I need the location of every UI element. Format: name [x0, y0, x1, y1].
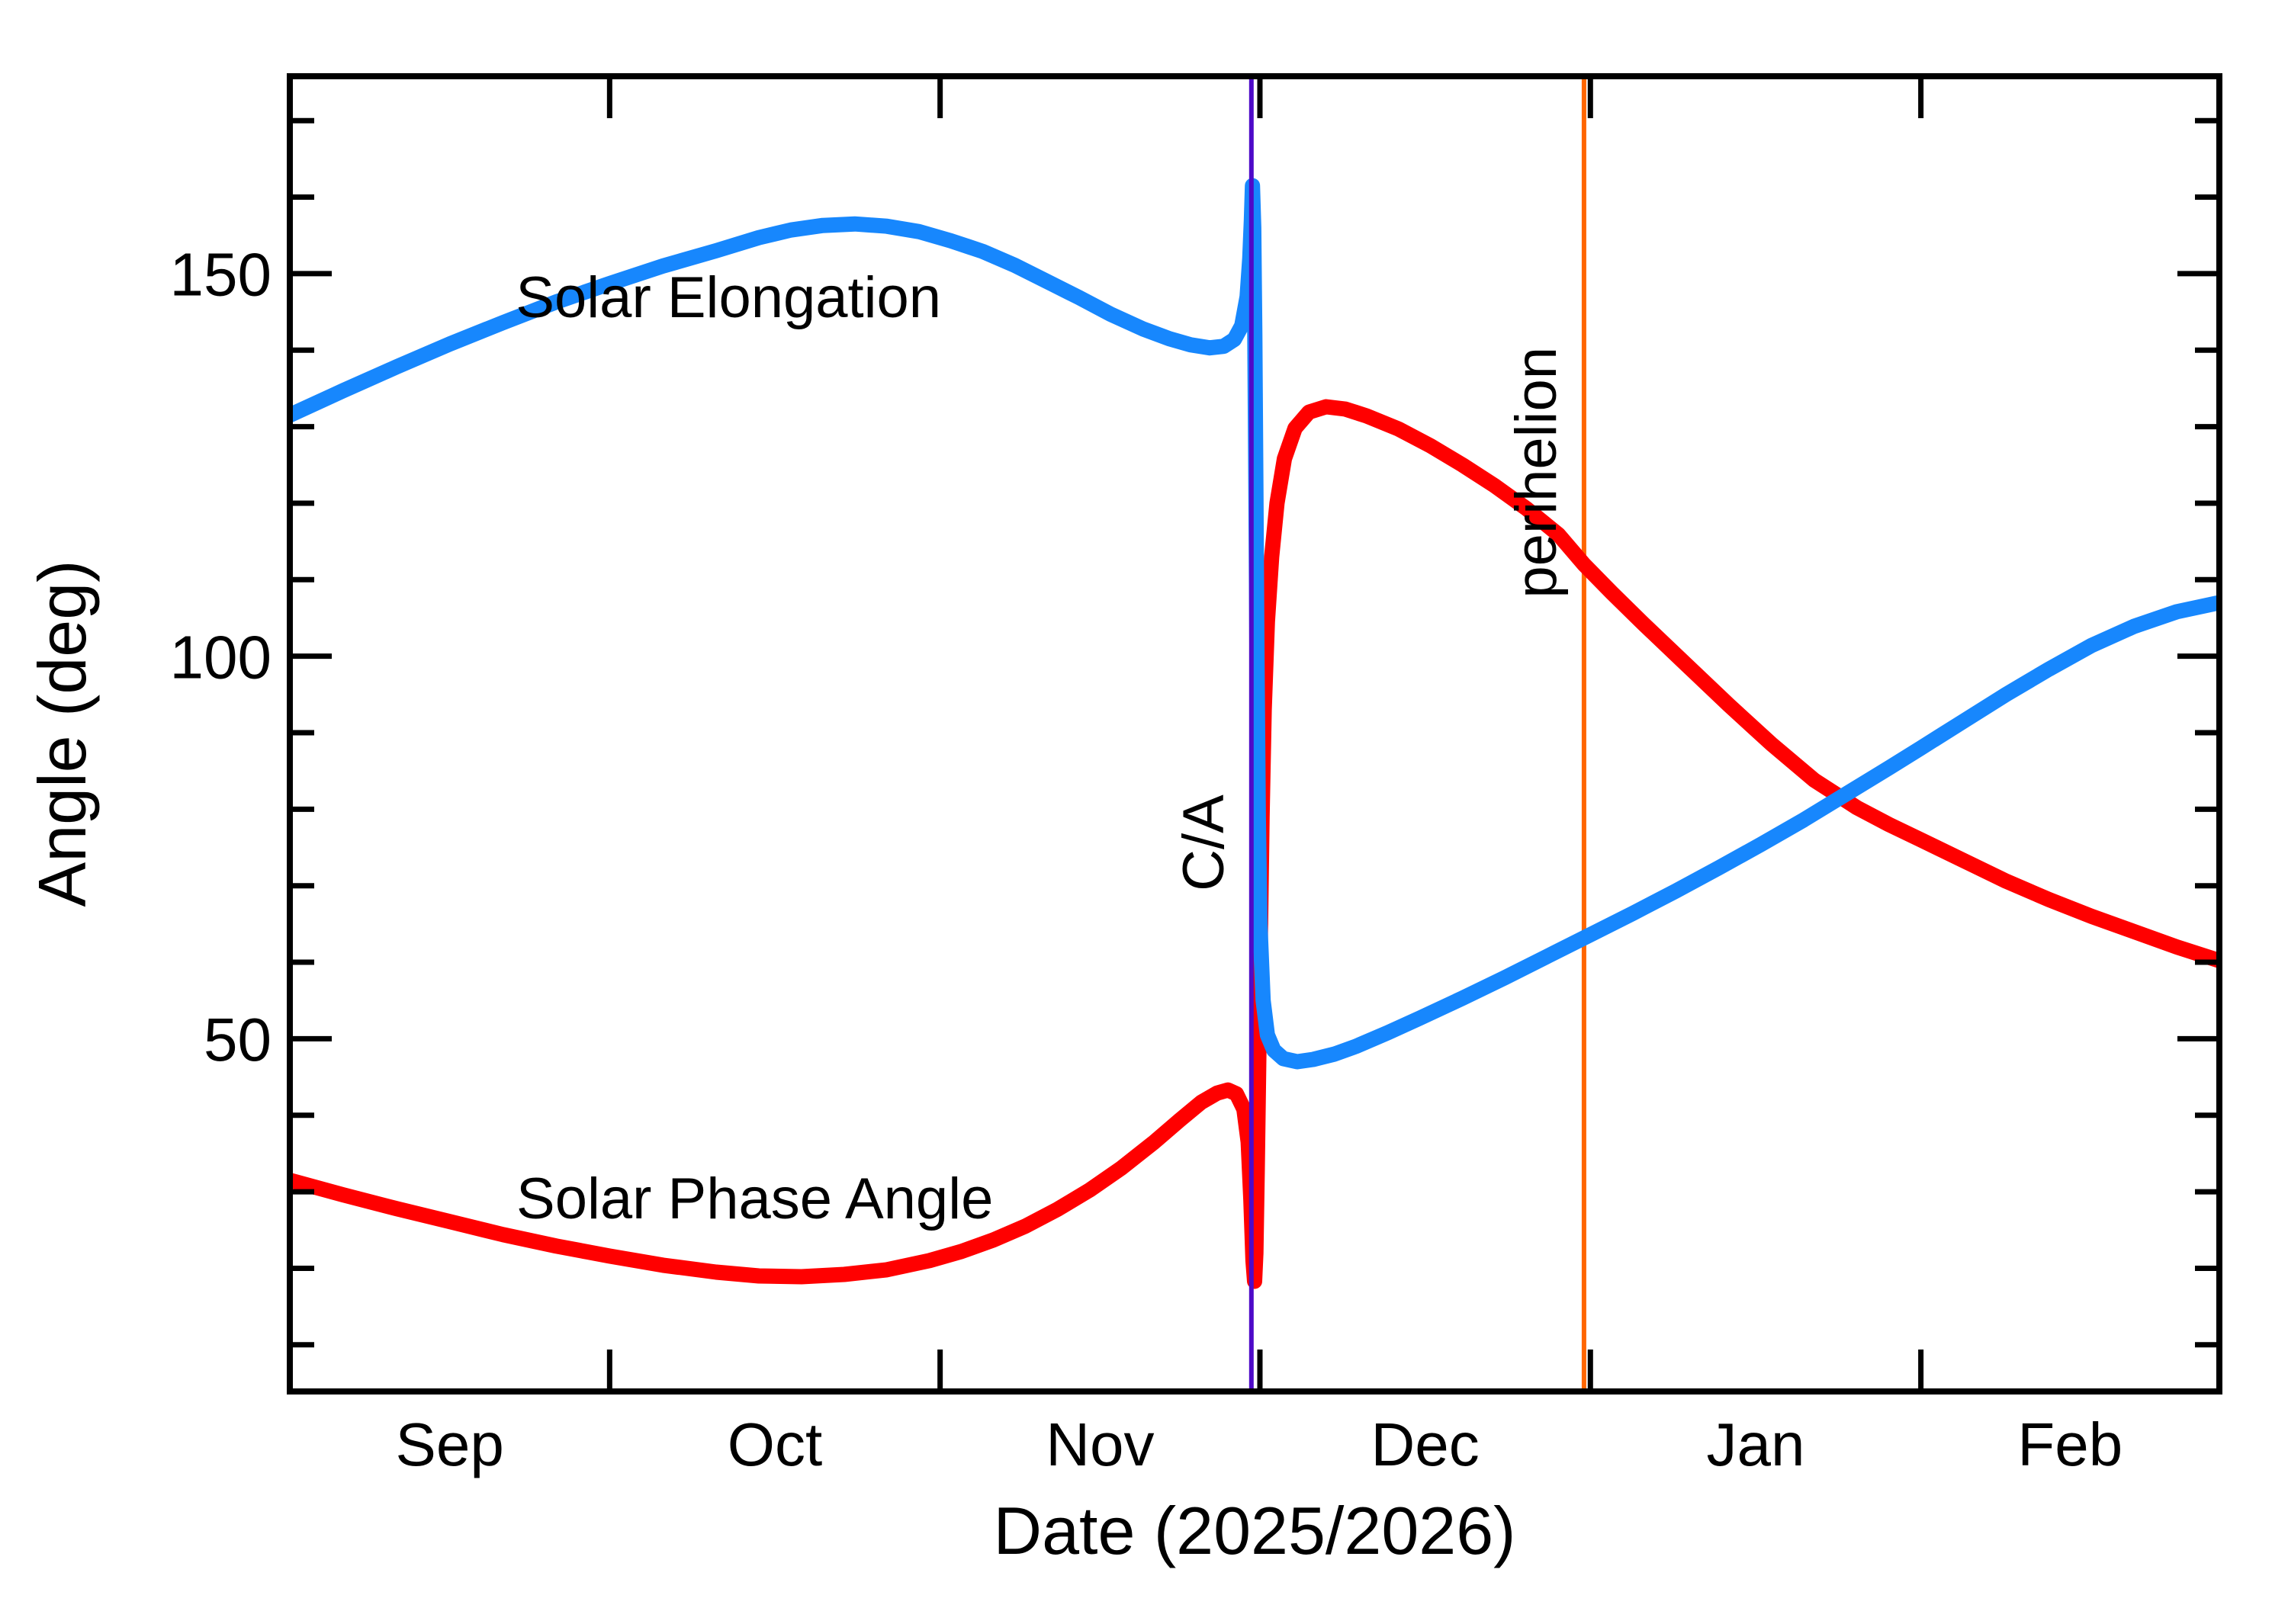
solar-phase-angle-label: Solar Phase Angle	[516, 1167, 993, 1231]
solar-elongation-label: Solar Elongation	[516, 265, 941, 330]
y-axis-title: Angle (deg)	[24, 560, 100, 907]
y-tick-label: 50	[204, 1006, 272, 1074]
y-tick-label: 150	[170, 241, 272, 309]
month-label: Jan	[1706, 1411, 1804, 1478]
x-axis-title: Date (2025/2026)	[994, 1493, 1516, 1568]
month-label: Dec	[1371, 1411, 1480, 1478]
y-tick-label: 100	[170, 623, 272, 691]
month-label: Feb	[2017, 1411, 2123, 1478]
closest-approach-label: C/A	[1171, 794, 1236, 891]
month-label: Oct	[728, 1411, 822, 1478]
solar-elongation-curve	[290, 178, 2219, 1070]
month-label: Sep	[395, 1411, 503, 1478]
perihelion-label: perihelion	[1504, 347, 1569, 599]
month-label: Nov	[1046, 1411, 1154, 1478]
